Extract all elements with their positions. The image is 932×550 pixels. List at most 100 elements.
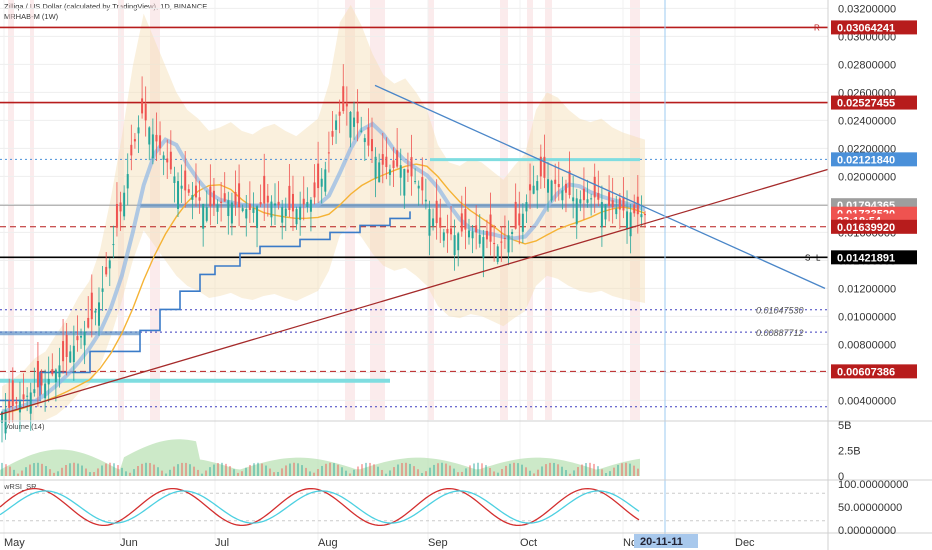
time-axis-label: May xyxy=(4,537,25,549)
chart-title: Zilliqa / US Dollar (calculated by Tradi… xyxy=(4,2,208,11)
osc-tick-label: 100.00000000 xyxy=(838,479,908,491)
price-tick-label: 0.01200000 xyxy=(838,283,896,295)
osc-tick-label: 0.00000000 xyxy=(838,525,896,537)
candle-body xyxy=(442,232,445,241)
candle-body xyxy=(112,244,115,246)
candle-body xyxy=(467,230,470,238)
candle-body xyxy=(58,365,61,378)
candle-body xyxy=(557,184,560,188)
candle-body xyxy=(633,204,636,214)
candle-body xyxy=(101,288,104,292)
candle-body xyxy=(385,156,388,168)
current-date-bg xyxy=(634,534,698,548)
candle-body xyxy=(640,214,643,218)
candle-body xyxy=(367,127,370,146)
candle-body xyxy=(245,209,248,219)
candle-body xyxy=(302,198,305,205)
candle-body xyxy=(126,174,129,189)
candle-body xyxy=(575,198,578,225)
candle-body xyxy=(432,218,435,227)
ribbon-ma xyxy=(1,121,646,414)
candle-body xyxy=(69,351,72,363)
candle-body xyxy=(392,160,395,168)
candle-body xyxy=(130,144,133,156)
candle-body xyxy=(252,208,255,213)
candle-body xyxy=(11,380,14,406)
time-axis-label: Dec xyxy=(735,537,755,549)
candle-body xyxy=(582,188,585,201)
candle-body xyxy=(123,192,126,217)
candle-body xyxy=(187,189,190,193)
price-tag: 0.00607386 xyxy=(831,364,917,379)
candle-body xyxy=(403,168,406,196)
level-marker-l: L xyxy=(816,253,821,262)
candle-body xyxy=(108,260,111,269)
price-tag-bg xyxy=(831,250,917,265)
candle-body xyxy=(525,202,528,212)
candle-body xyxy=(450,228,453,235)
candle-body xyxy=(148,127,151,145)
candle-body xyxy=(159,135,162,149)
oscillator-pane-title: wRSI_SR xyxy=(4,482,37,491)
price-tag-label: 0.02527455 xyxy=(837,98,895,110)
price-tag-label: 0.01639920 xyxy=(837,222,895,234)
price-tag: 0.03064241 xyxy=(831,20,917,35)
candle-body xyxy=(238,183,241,208)
candle-body xyxy=(446,228,449,234)
candle-body xyxy=(636,196,639,215)
candle-body xyxy=(363,138,366,143)
candle-body xyxy=(536,181,539,191)
candle-body xyxy=(629,212,632,237)
candle-body xyxy=(313,182,316,198)
candle-body xyxy=(342,86,345,112)
candle-body xyxy=(274,203,277,206)
candle-body xyxy=(234,192,237,205)
price-tag: 0.01639920 xyxy=(831,219,917,234)
candle-body xyxy=(511,231,514,235)
candle-body xyxy=(396,150,399,167)
candle-body xyxy=(263,175,266,204)
candle-body xyxy=(162,155,165,160)
candle-body xyxy=(507,235,510,253)
candle-body xyxy=(151,134,154,159)
candle-body xyxy=(378,162,381,183)
shade-band xyxy=(150,0,160,420)
candle-body xyxy=(608,192,611,206)
candle-body xyxy=(417,185,420,189)
candle-body xyxy=(381,154,384,165)
volume-area xyxy=(0,439,640,476)
price-tick-label: 0.02400000 xyxy=(838,115,896,127)
candle-body xyxy=(87,317,90,328)
osc-tick-label: 50.00000000 xyxy=(838,502,902,514)
candle-body xyxy=(1,411,3,423)
candle-body xyxy=(500,241,503,243)
candle-body xyxy=(83,331,86,346)
shade-band xyxy=(8,0,14,420)
price-tag-bg xyxy=(831,20,917,35)
candle-body xyxy=(33,389,36,394)
candle-body xyxy=(550,180,553,201)
price-tick-label: 0.02800000 xyxy=(838,59,896,71)
candle-body xyxy=(44,383,47,399)
candle-body xyxy=(256,206,259,228)
candle-body xyxy=(36,360,39,388)
candle-body xyxy=(644,214,646,216)
osc-line-fast xyxy=(0,487,640,527)
candle-body xyxy=(518,213,521,226)
candle-body xyxy=(590,198,593,200)
time-axis-label: Jul xyxy=(215,537,229,549)
candle-body xyxy=(212,190,215,206)
candle-body xyxy=(453,235,456,255)
time-axis-label: Sep xyxy=(428,537,448,549)
candle-body xyxy=(370,139,373,152)
price-tag-bg xyxy=(831,219,917,234)
candle-body xyxy=(18,401,21,413)
stepped-line xyxy=(0,211,411,402)
candle-body xyxy=(424,199,427,202)
price-tag-label: 0.00607386 xyxy=(837,366,895,378)
candle-body xyxy=(8,401,11,408)
volume-tick-label: 0 xyxy=(838,471,844,483)
candle-body xyxy=(529,184,532,191)
